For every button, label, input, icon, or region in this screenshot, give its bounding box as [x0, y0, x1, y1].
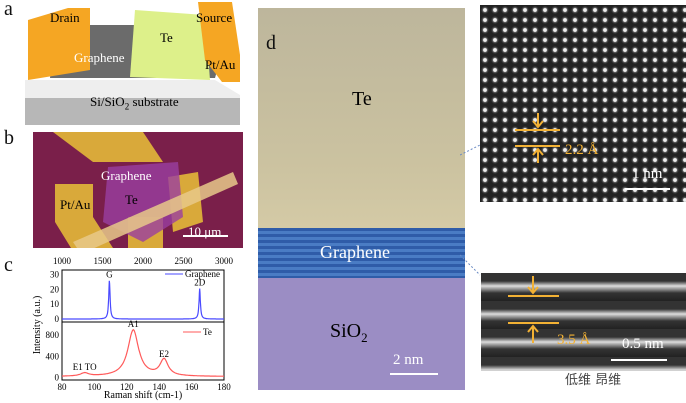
bottom-x-tick: 80	[58, 382, 68, 392]
micro-contact-label: Pt/Au	[60, 197, 91, 212]
panel-label-a: a	[4, 0, 13, 20]
top-x-tick: 2500	[175, 256, 194, 266]
te-region	[258, 8, 465, 228]
top-y-tick: 0	[55, 314, 60, 324]
bottom-x-tick: 120	[120, 382, 134, 392]
inset-te-lattice	[480, 5, 686, 202]
peak-label: A1	[128, 319, 139, 329]
tem-sio2-label: SiO2	[330, 320, 368, 345]
micro-scale-label: 10 μm	[188, 224, 222, 239]
bottom-y-tick: 400	[46, 351, 60, 361]
si-substrate	[25, 98, 240, 125]
top-y-tick: 30	[50, 269, 60, 279]
peak-label: E1 TO	[73, 362, 97, 372]
inset-bottom-marks	[508, 276, 667, 361]
drain-label: Drain	[50, 10, 80, 25]
peak-label: E2	[159, 349, 169, 359]
bottom-y-tick: 800	[46, 330, 60, 340]
raman-chart: 1000 1500 2000 2500 3000 0 10 20 30 80 100 120 140 16…	[32, 256, 234, 401]
inset-top-marks	[515, 113, 670, 190]
inset-top-scale: 1 nm	[632, 166, 663, 182]
panel-label-d: d	[266, 32, 276, 54]
tem-scale-bar	[390, 373, 438, 375]
bottom-x-tick: 100	[88, 382, 102, 392]
bottom-y-tick: 0	[55, 372, 60, 382]
legend-graphene: Graphene	[185, 269, 220, 279]
top-x-tick: 1500	[94, 256, 113, 266]
top-x-tick: 3000	[215, 256, 234, 266]
tem-te-label: Te	[352, 88, 372, 110]
legend-te: Te	[203, 327, 212, 337]
te-flake	[130, 10, 210, 80]
graphene-label: Graphene	[74, 50, 125, 65]
watermark: 低维 昂维	[565, 373, 622, 388]
substrate-label: Si/SiO2 substrate	[90, 94, 179, 112]
sio2-region	[258, 278, 465, 390]
micro-te-label: Te	[125, 192, 138, 207]
inset-bottom-scale: 0.5 nm	[622, 336, 664, 352]
top-y-tick: 10	[50, 299, 60, 309]
top-x-tick: 1000	[53, 256, 72, 266]
bottom-x-tick: 160	[185, 382, 199, 392]
peak-label: 2D	[194, 278, 206, 288]
bottom-x-tick: 180	[217, 382, 231, 392]
top-y-tick: 20	[50, 284, 60, 294]
tem-graphene-label: Graphene	[320, 242, 390, 262]
micro-graphene-label: Graphene	[101, 168, 152, 183]
tem-scale-label: 2 nm	[393, 352, 424, 368]
te-label: Te	[160, 30, 173, 45]
contact-label: Pt/Au	[205, 57, 236, 72]
optical-micrograph	[33, 132, 243, 248]
top-x-tick: 2000	[134, 256, 153, 266]
panel-label-b: b	[4, 127, 14, 149]
device-schematic	[25, 2, 240, 125]
te-spectrum	[62, 328, 224, 377]
inset-top-spacing: 2.2 Å	[565, 142, 599, 158]
source-label: Source	[196, 10, 233, 25]
drain-electrode	[28, 8, 90, 80]
bottom-x-tick: 140	[152, 382, 166, 392]
graphene-region	[258, 228, 465, 278]
x-axis-label: Raman shift (cm-1)	[104, 390, 182, 401]
plot-frame	[61, 269, 225, 381]
source-electrode	[198, 2, 240, 82]
zoom-guides	[460, 144, 481, 276]
panel-label-c: c	[4, 254, 13, 276]
y-axis-label: Intensity (a.u.)	[32, 296, 43, 355]
graphene-spectrum	[62, 280, 224, 320]
peak-label: G	[106, 269, 113, 279]
inset-bottom-spacing: 3.5 Å	[557, 332, 591, 348]
